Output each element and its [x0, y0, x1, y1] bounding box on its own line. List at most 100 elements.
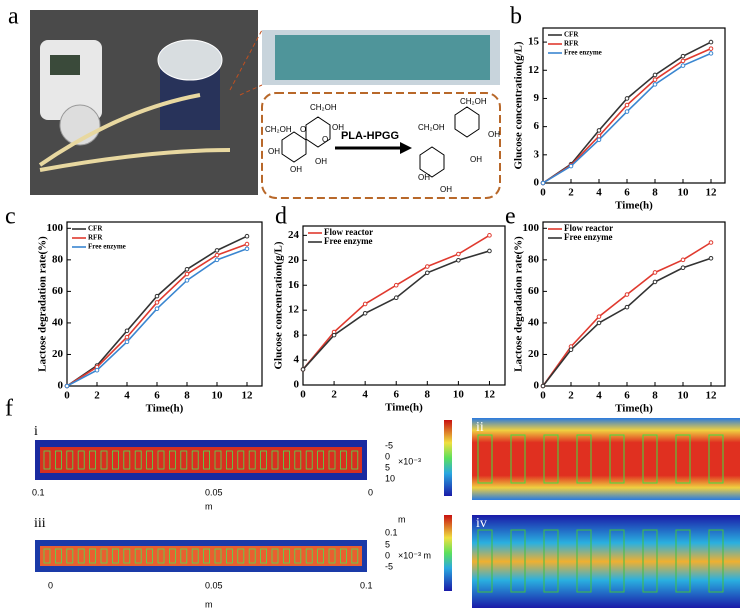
data-point — [680, 265, 686, 271]
sim-element — [317, 450, 325, 470]
y-tick-label: 12 — [288, 304, 300, 316]
data-point — [624, 304, 630, 310]
sim-element — [351, 548, 359, 564]
y-tick-label: 20 — [288, 254, 300, 266]
sim-element — [271, 450, 279, 470]
sim-element — [77, 450, 85, 470]
data-point — [244, 246, 250, 252]
sim-axis-text: 0.1 — [32, 487, 45, 497]
sim-element — [214, 450, 222, 470]
sim-element — [642, 529, 658, 593]
sim-iii-core — [40, 546, 362, 566]
x-tick-label: 8 — [652, 390, 658, 402]
sim-axis-text: 10 — [385, 473, 395, 483]
y-tick-label: 9 — [534, 92, 540, 104]
sim-element — [294, 548, 302, 564]
data-point — [624, 292, 630, 297]
data-point — [540, 383, 546, 389]
sim-element — [146, 450, 154, 470]
sim-element — [123, 548, 131, 564]
data-point — [680, 53, 686, 59]
data-point — [680, 58, 686, 64]
y-tick-label: 100 — [523, 222, 540, 234]
sub-label: iv — [476, 516, 487, 531]
data-point — [393, 295, 399, 301]
legend-label: RFR — [564, 40, 579, 48]
data-point — [184, 271, 190, 277]
data-point — [708, 240, 714, 245]
sim-element — [609, 434, 625, 484]
data-point — [214, 252, 220, 258]
data-point — [154, 306, 160, 312]
sim-element — [77, 548, 85, 564]
y-tick-label: 16 — [288, 279, 300, 291]
x-tick-label: 8 — [425, 389, 431, 401]
x-tick-label: 4 — [124, 390, 130, 402]
sim-element — [237, 548, 245, 564]
data-point — [124, 339, 130, 345]
x-axis-label: Time(h) — [615, 403, 653, 415]
y-tick-label: 24 — [288, 229, 300, 241]
pump-display — [50, 55, 80, 75]
legend-label: Flow reactor — [564, 223, 613, 233]
data-point — [244, 241, 250, 247]
chem-label: OH — [268, 147, 280, 156]
plot-frame — [542, 221, 726, 387]
x-tick-label: 6 — [154, 390, 160, 402]
sim-element — [543, 434, 559, 484]
data-point — [652, 72, 658, 78]
x-tick-label: 12 — [484, 389, 496, 401]
tubing — [38, 93, 231, 172]
x-tick-label: 0 — [540, 187, 546, 199]
legend-label: Free enzyme — [564, 232, 613, 242]
sim-element — [642, 434, 658, 484]
sim-axis-text: 0.05 — [205, 487, 223, 497]
sim-element — [271, 548, 279, 564]
plot-frame — [542, 27, 726, 184]
legend-label: RFR — [88, 234, 103, 242]
y-tick-label: 0 — [534, 380, 540, 392]
y-tick-label: 80 — [528, 253, 540, 265]
x-tick-label: 2 — [568, 187, 574, 199]
chem-label: CH₂OH — [310, 103, 337, 112]
panel-label: c — [5, 204, 16, 230]
y-tick-label: 15 — [528, 36, 540, 48]
sugar-rings — [281, 106, 480, 178]
y-axis-label: Glucose concentration(g/L) — [273, 241, 285, 369]
sim-element — [260, 450, 268, 470]
sim-element — [237, 450, 245, 470]
sim-element — [260, 548, 268, 564]
y-axis-label: Lactose degradation rate(%) — [513, 236, 525, 372]
sim-element — [225, 450, 233, 470]
plot-frame — [66, 221, 263, 387]
x-axis-label: Time(h) — [146, 403, 184, 415]
sim-element — [510, 434, 526, 484]
sim-element — [55, 450, 62, 470]
reactor-image — [229, 29, 501, 199]
data-point — [425, 264, 430, 269]
data-point — [708, 255, 714, 261]
sim-element — [675, 529, 691, 593]
sim-element — [305, 548, 313, 564]
sim-axis-text: m — [205, 599, 213, 609]
arrow-head — [400, 142, 412, 154]
sim-element — [191, 548, 199, 564]
data-point — [568, 347, 574, 353]
legend-label: CFR — [88, 225, 103, 233]
chem-label: O — [322, 135, 328, 144]
sim-axis-text: 5 — [385, 462, 390, 472]
data-point — [487, 233, 492, 238]
data-point — [624, 109, 630, 114]
x-axis-label: Time(h) — [385, 402, 423, 414]
y-tick-label: 40 — [528, 316, 540, 328]
panel-label: d — [275, 204, 287, 230]
sim-element — [248, 548, 256, 564]
sim-element — [248, 450, 256, 470]
sub-label: i — [34, 424, 38, 439]
x-tick-label: 12 — [242, 390, 254, 402]
y-tick-label: 6 — [534, 120, 540, 132]
series-line — [66, 248, 248, 387]
data-point — [124, 328, 130, 334]
x-tick-label: 4 — [362, 389, 368, 401]
legend-label: Free enzyme — [324, 236, 373, 246]
